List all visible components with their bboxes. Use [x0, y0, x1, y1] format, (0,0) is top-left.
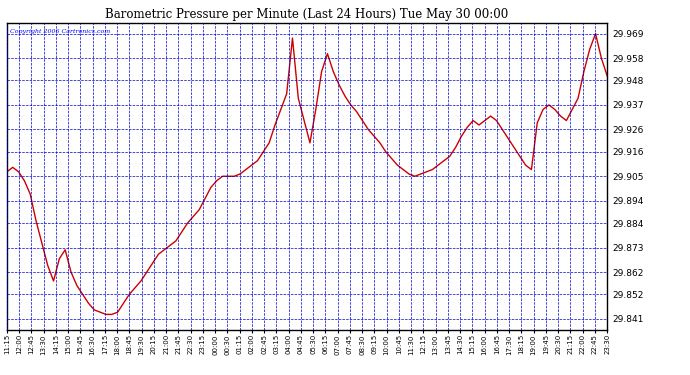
Title: Barometric Pressure per Minute (Last 24 Hours) Tue May 30 00:00: Barometric Pressure per Minute (Last 24 … [106, 8, 509, 21]
Text: Copyright 2006 Cartronics.com: Copyright 2006 Cartronics.com [10, 28, 110, 34]
